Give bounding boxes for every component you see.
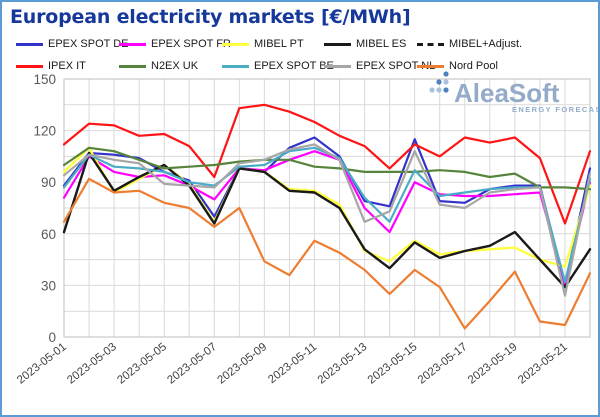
legend-label: MIBEL+Adjust.: [449, 38, 523, 50]
series-line-epex-spot-fr: [62, 150, 592, 285]
legend-swatch-n2ex-uk: [119, 64, 146, 68]
series-line-n2ex-uk: [62, 146, 592, 191]
series-line-ipex-it: [62, 103, 592, 225]
watermark-dot: [443, 79, 449, 85]
x-tick-label: 2023-05-21: [516, 341, 570, 387]
legend-swatch-epex-spot-fr: [119, 42, 146, 46]
x-tick-label: 2023-05-07: [165, 341, 219, 387]
x-tick-label: 2023-05-01: [15, 341, 69, 387]
watermark-brand: AleaSoft: [454, 78, 560, 108]
legend-swatch-epex-spot-nl: [324, 64, 351, 68]
legend-label: Nord Pool: [449, 60, 498, 72]
legend-label: MIBEL PT: [254, 38, 304, 50]
watermark-dot: [436, 79, 442, 85]
legend-label: MIBEL ES: [356, 38, 407, 50]
series-line-nord-pool: [62, 177, 592, 330]
legend-item-mibel-adjust: MIBEL+Adjust.: [417, 36, 522, 52]
watermark-tagline: ENERGY FORECASTING: [512, 105, 600, 114]
legend-swatch-epex-spot-de: [16, 42, 43, 46]
legend-item-mibel-pt: MIBEL PT: [222, 36, 304, 52]
legend-label: EPEX SPOT BE: [254, 60, 334, 72]
x-tick-label: 2023-05-19: [466, 341, 520, 387]
legend-item-mibel-es: MIBEL ES: [324, 36, 406, 52]
x-tick-label: 2023-05-09: [215, 341, 269, 387]
legend-row-2: IPEX IT N2EX UK EPEX SPOT BE EPEX SPOT NL No…: [2, 58, 598, 76]
watermark-dot: [429, 87, 435, 93]
y-tick-label: 150: [33, 72, 56, 87]
legend-item-epex-spot-be: EPEX SPOT BE: [222, 58, 334, 74]
legend-swatch-nord-pool: [417, 64, 444, 68]
legend-item-epex-spot-fr: EPEX SPOT FR: [119, 36, 231, 52]
watermark-dot: [436, 87, 442, 93]
x-tick-label: 2023-05-11: [266, 341, 319, 386]
y-tick-label: 60: [41, 227, 56, 242]
legend-swatch-mibel-pt: [222, 42, 249, 46]
y-tick-label: 0: [48, 330, 56, 345]
legend-label: N2EX UK: [151, 60, 199, 72]
x-tick-label: 2023-05-15: [366, 341, 420, 387]
y-tick-label: 30: [41, 278, 56, 293]
x-tick-label: 2023-05-13: [316, 341, 370, 387]
x-tick-label: 2023-05-03: [65, 341, 119, 387]
series-line-epex-spot-nl: [62, 143, 592, 297]
x-tick-label: 2023-05-05: [115, 341, 169, 387]
x-tick-label: 2023-05-17: [416, 341, 470, 387]
watermark-dot: [443, 87, 449, 93]
chart-title: European electricity markets [€/MWh]: [10, 6, 411, 28]
legend-swatch-ipex-it: [16, 64, 43, 68]
legend-swatch-epex-spot-be: [222, 64, 249, 68]
legend-row-1: EPEX SPOT DE EPEX SPOT FR MIBEL PT MIBEL ES…: [2, 36, 598, 54]
legend-item-epex-spot-nl: EPEX SPOT NL: [324, 58, 435, 74]
legend-item-ipex-it: IPEX IT: [16, 58, 86, 74]
legend-label: EPEX SPOT DE: [48, 38, 129, 50]
legend-label: EPEX SPOT FR: [151, 38, 231, 50]
legend-label: IPEX IT: [48, 60, 86, 72]
legend-swatch-mibel-es: [324, 42, 351, 46]
legend-item-nord-pool: Nord Pool: [417, 58, 498, 74]
legend-label: EPEX SPOT NL: [356, 60, 436, 72]
legend-swatch-mibel-adjust: [417, 42, 444, 46]
legend-item-n2ex-uk: N2EX UK: [119, 58, 198, 74]
y-tick-label: 90: [41, 175, 56, 190]
watermark-dot: [443, 71, 449, 77]
legend-item-epex-spot-de: EPEX SPOT DE: [16, 36, 129, 52]
plot-border: [63, 78, 591, 338]
y-tick-label: 120: [33, 124, 56, 139]
series-line-epex-spot-de: [62, 136, 592, 287]
